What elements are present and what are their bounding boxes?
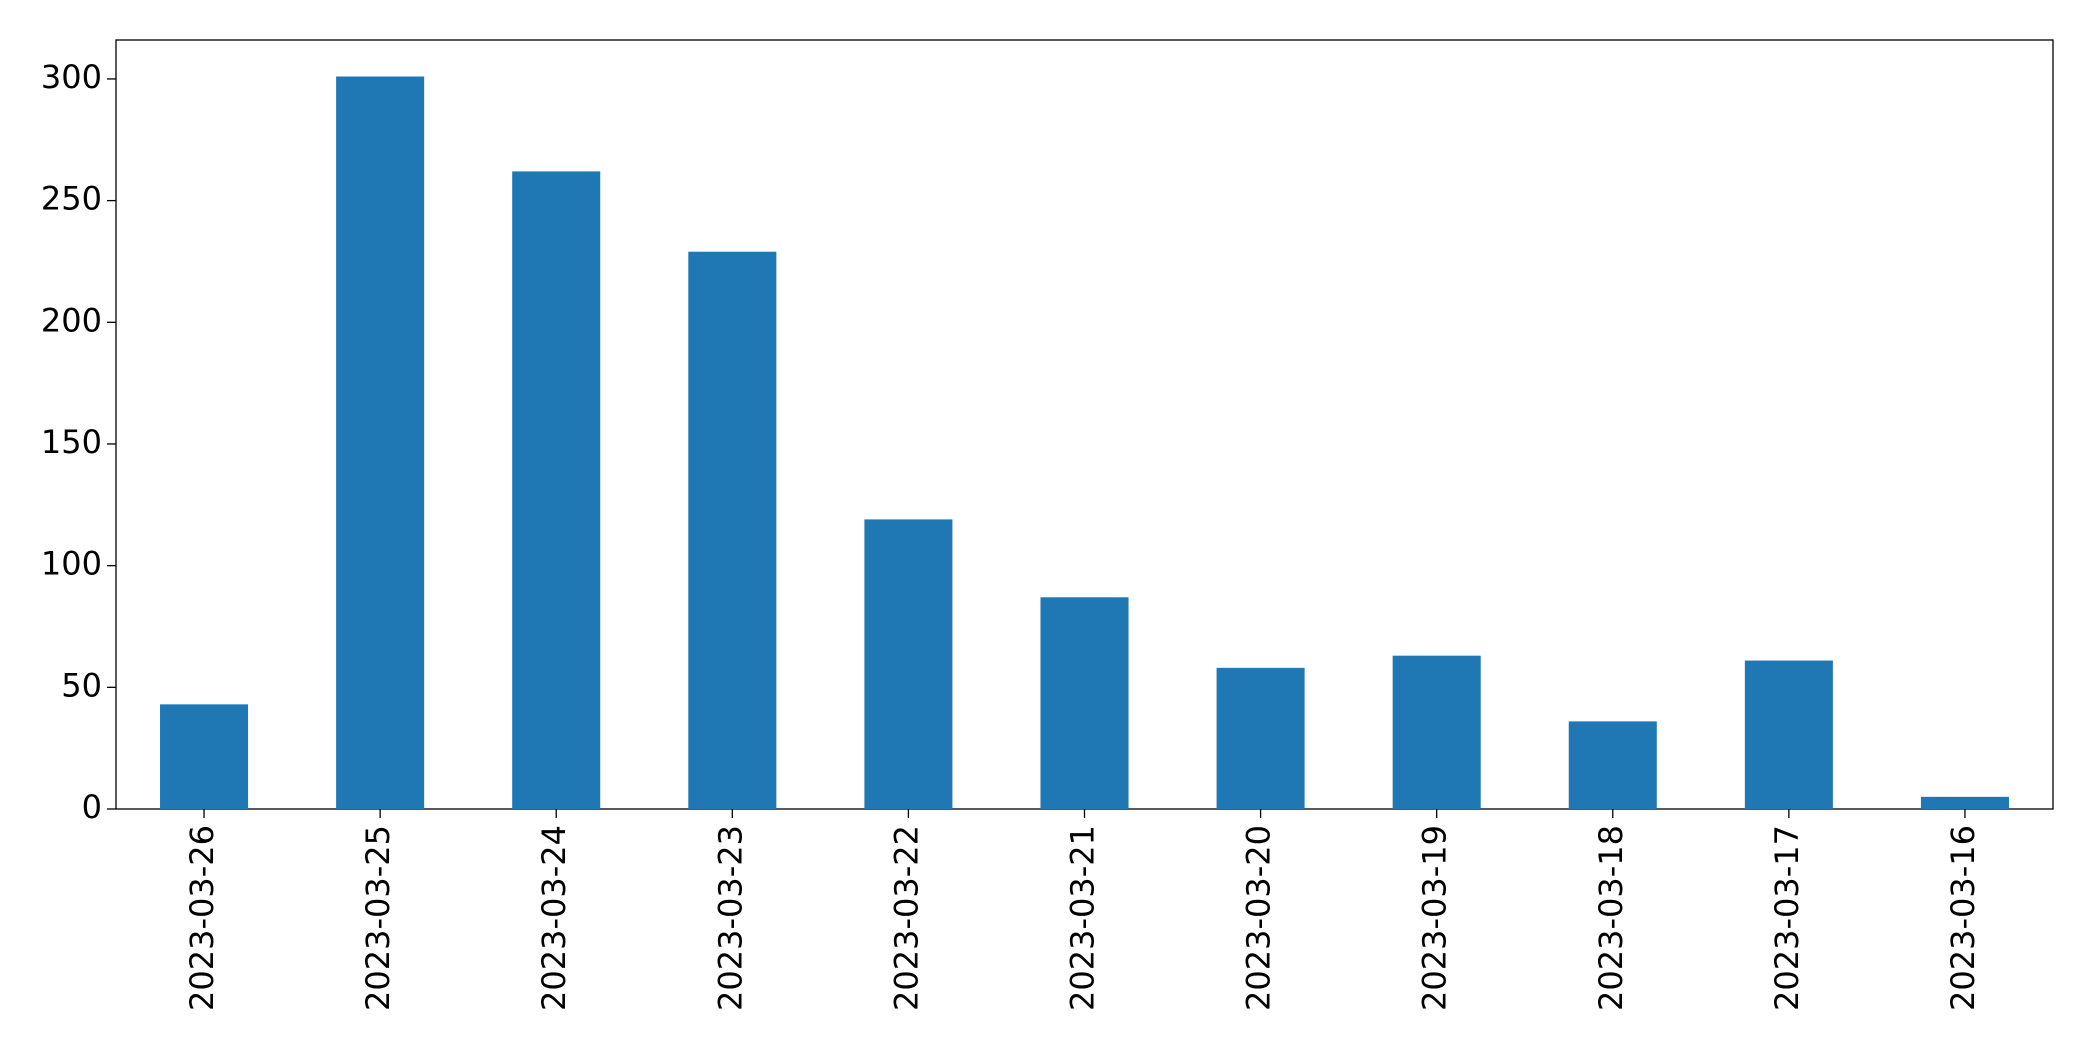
bar: [688, 251, 777, 809]
x-tick-label: 2023-03-18: [1592, 825, 1630, 1011]
bar: [160, 704, 249, 809]
x-tick-label: 2023-03-16: [1944, 825, 1982, 1011]
x-tick-label: 2023-03-24: [535, 825, 573, 1011]
x-tick-label: 2023-03-23: [711, 825, 749, 1011]
x-tick-label: 2023-03-17: [1768, 825, 1806, 1011]
bar: [512, 171, 601, 810]
x-tick-label: 2023-03-21: [1064, 825, 1102, 1011]
x-tick-label: 2023-03-25: [359, 825, 397, 1011]
bar: [864, 519, 953, 809]
y-tick-label: 100: [41, 545, 102, 583]
bar: [336, 76, 425, 809]
x-tick-label: 2023-03-20: [1240, 825, 1278, 1011]
bar: [1392, 655, 1481, 809]
bar: [1216, 667, 1305, 809]
bar: [1920, 796, 2009, 809]
y-tick-label: 300: [41, 58, 102, 96]
y-tick-label: 150: [41, 423, 102, 461]
y-tick-label: 50: [61, 666, 102, 704]
bar: [1744, 660, 1833, 809]
x-tick-label: 2023-03-19: [1416, 825, 1454, 1011]
y-tick-label: 0: [82, 788, 102, 826]
x-tick-label: 2023-03-22: [887, 825, 925, 1011]
x-tick-label: 2023-03-26: [183, 825, 221, 1011]
bar: [1040, 597, 1129, 809]
y-tick-label: 200: [41, 301, 102, 339]
y-tick-label: 250: [41, 180, 102, 218]
bar: [1568, 721, 1657, 809]
